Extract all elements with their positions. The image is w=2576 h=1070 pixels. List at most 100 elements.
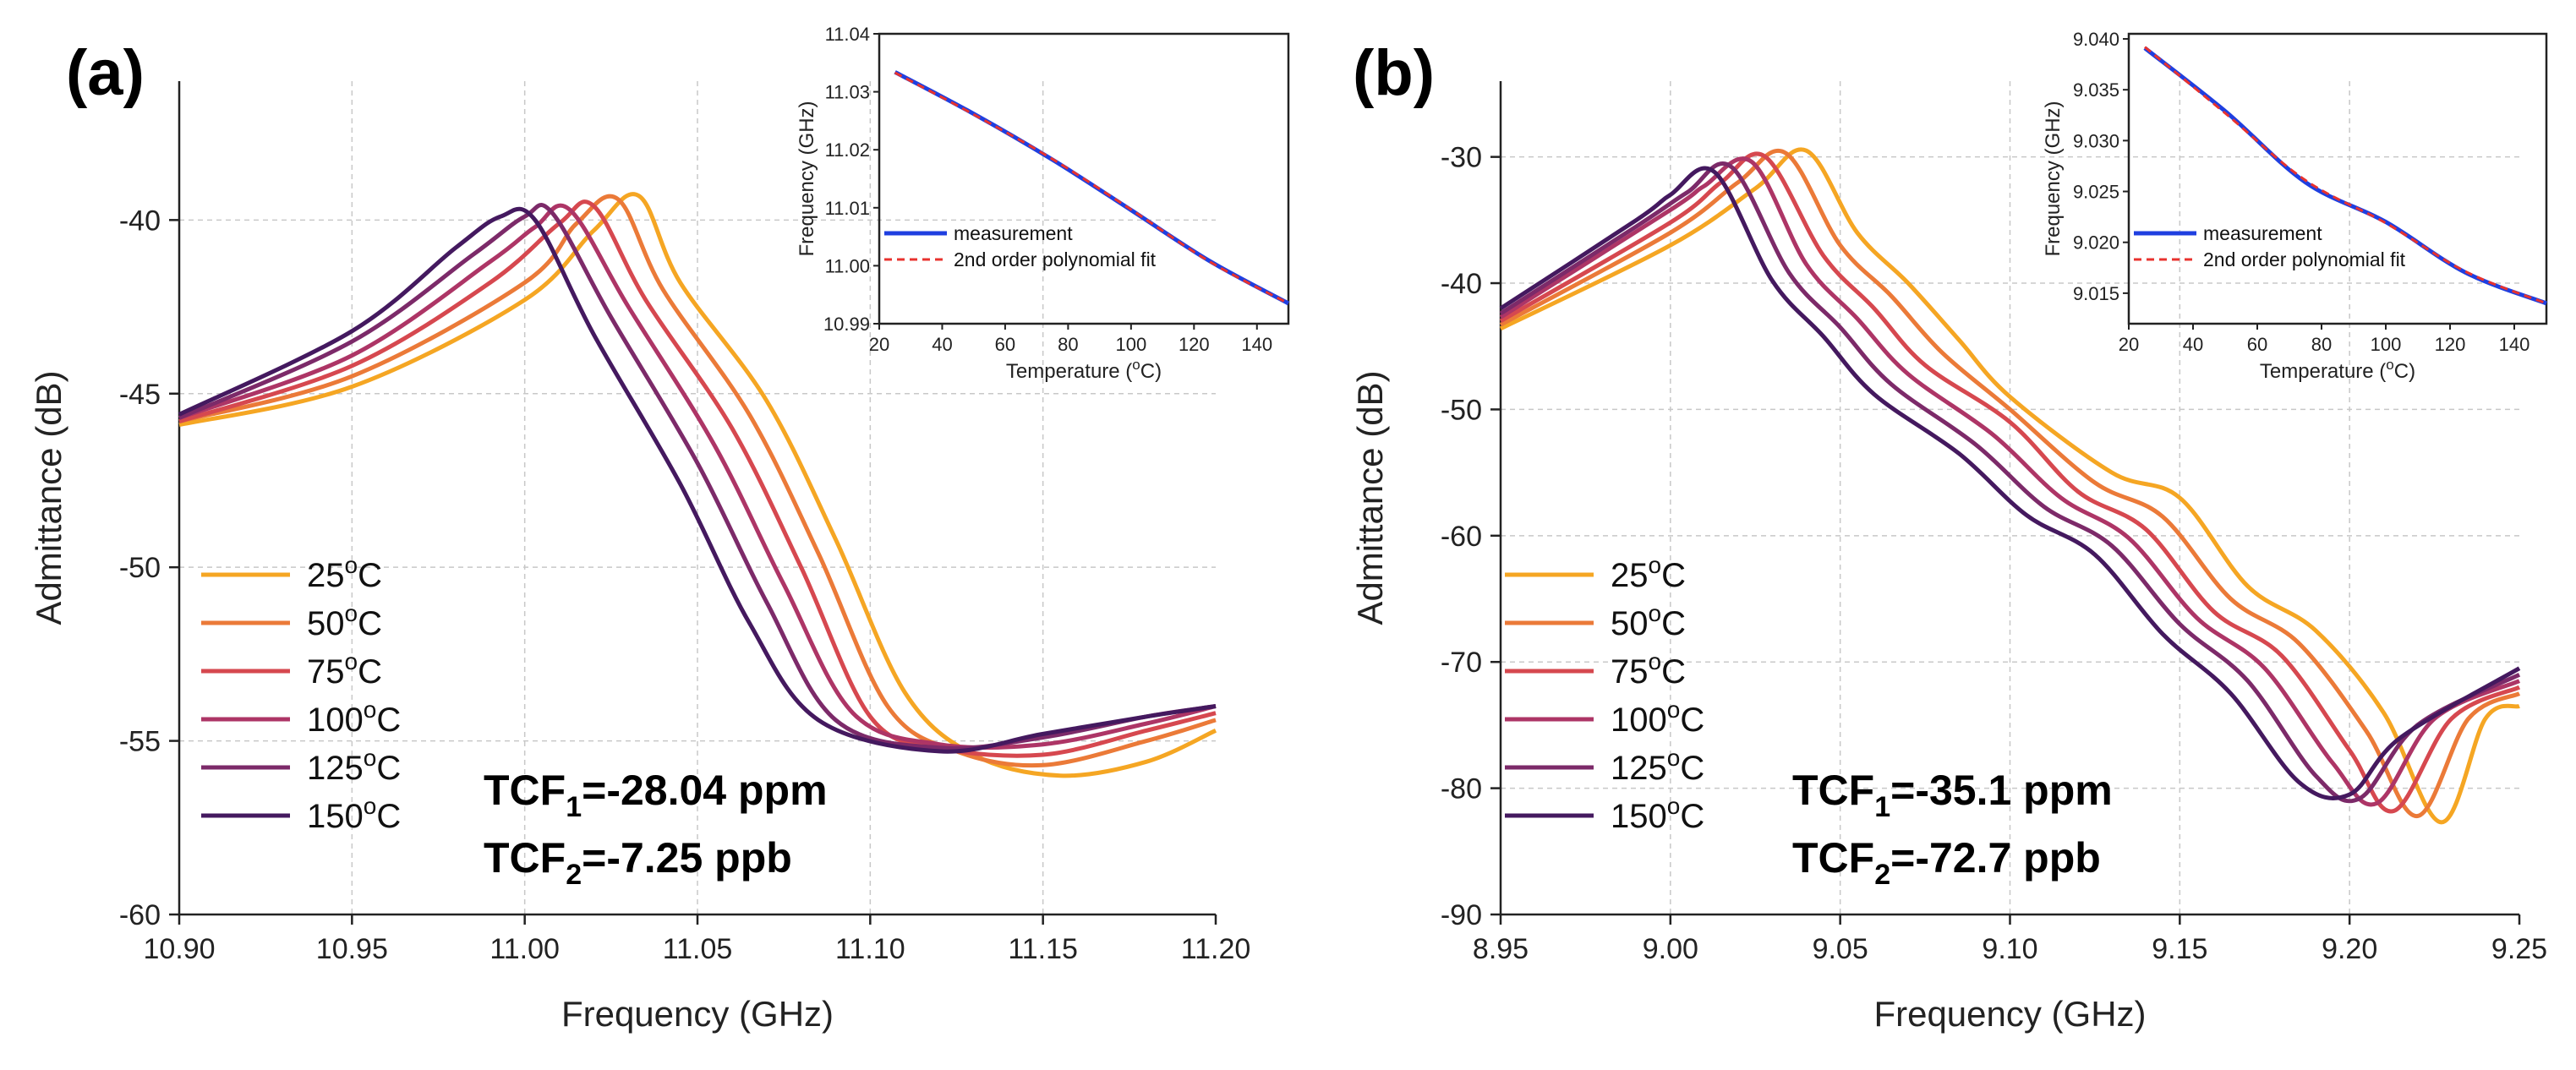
x-tick-label: 9.00 <box>1643 933 1698 965</box>
legend-degree: o <box>364 745 377 771</box>
x-tick-label: 9.20 <box>2322 933 2377 965</box>
y-tick-label: -50 <box>1441 394 1482 426</box>
chart-panel-a: 10.90 10.95 11.00 11.05 11.10 11.15 11.20 -60 -5… <box>29 24 1290 1034</box>
legend-temp: 100 <box>1611 702 1667 739</box>
y-tick-label: -60 <box>119 899 161 931</box>
legend-degree: o <box>364 696 377 723</box>
legend-label: 125oC <box>307 745 401 787</box>
inset-legend-label: measurement <box>2203 222 2322 244</box>
inset-x-tick-label: 100 <box>2371 334 2402 355</box>
tcf2-annotation: TCF2=-72.7 ppb <box>1792 834 2101 891</box>
inset-y-axis-label: Frequency (GHz) <box>796 101 818 256</box>
inset-chart: 20 40 60 80 100 120 140 9.015 9.020 9.025 9.030 9.0… <box>2042 29 2548 383</box>
legend-temp: 150 <box>1611 798 1667 835</box>
y-tick-label: -70 <box>1441 647 1482 679</box>
inset-xlabel-post: C) <box>1140 360 1162 383</box>
inset-y-tick-label: 11.01 <box>825 198 870 219</box>
legend-label: 75oC <box>1611 648 1686 691</box>
legend-label: 100oC <box>1611 696 1704 739</box>
x-tick-label: 10.95 <box>316 933 388 965</box>
x-tick-label: 8.95 <box>1473 933 1529 965</box>
y-axis-label: Admittance (dB) <box>1350 370 1390 625</box>
inset-y-tick-label: 11.04 <box>825 24 870 45</box>
x-tick-label: 11.05 <box>663 933 733 965</box>
inset-x-tick-label: 120 <box>2435 334 2466 355</box>
tcf1-annotation: TCF1=-35.1 ppm <box>1792 767 2113 823</box>
legend-degree: o <box>1649 552 1662 578</box>
legend-unit: C <box>1680 798 1704 835</box>
legend-temp: 125 <box>307 750 364 787</box>
inset-series-measurement <box>2143 46 2547 306</box>
x-axis-label: Frequency (GHz) <box>1873 994 2146 1034</box>
tcf-prefix: TCF <box>1792 834 1874 882</box>
tcf2-annotation: TCF2=-7.25 ppb <box>484 834 792 891</box>
tcf-prefix: TCF <box>484 834 566 882</box>
legend-unit: C <box>376 750 401 787</box>
x-tick-label: 9.05 <box>1813 933 1868 965</box>
inset-x-tick-label: 40 <box>2183 334 2203 355</box>
tcf-subscript: 2 <box>566 859 582 891</box>
inset-x-tick-label: 80 <box>1058 334 1078 355</box>
x-tick-label: 9.15 <box>2152 933 2207 965</box>
legend-unit: C <box>358 605 382 642</box>
x-tick-label: 11.00 <box>489 933 560 965</box>
inset-y-tick-label: 9.020 <box>2073 232 2119 254</box>
legend-temp: 50 <box>307 605 345 642</box>
inset-y-tick-label: 10.99 <box>823 314 870 335</box>
inset-legend-label: 2nd order polynomial fit <box>954 248 1157 270</box>
inset-chart: 20 40 60 80 100 120 140 10.99 11.00 11.01 11.02 11.… <box>796 24 1290 383</box>
y-tick-label: -30 <box>1441 142 1482 174</box>
inset-y-tick-label: 11.03 <box>825 82 870 103</box>
inset-y-tick-label: 11.00 <box>825 255 870 276</box>
legend-label: 75oC <box>307 648 382 691</box>
inset-frame <box>2127 32 2548 325</box>
legend-label: 50oC <box>1611 600 1686 642</box>
legend-label: 125oC <box>1611 745 1704 787</box>
series-line-100C <box>178 203 1217 751</box>
legend-degree: o <box>364 793 377 819</box>
inset-x-tick-label: 100 <box>1115 334 1146 355</box>
inset-x-tick-label: 20 <box>869 334 889 355</box>
legend-temp: 100 <box>307 702 364 739</box>
inset-y-tick-label: 9.015 <box>2073 283 2119 304</box>
inset-x-axis-label: Temperature (oC) <box>2260 357 2415 383</box>
legend-label: 25oC <box>307 552 382 594</box>
series-line-75C <box>178 199 1217 758</box>
x-tick-label: 9.25 <box>2491 933 2547 965</box>
inset-xlabel-pre: Temperature ( <box>1006 360 1132 383</box>
tcf-value: =-72.7 ppb <box>1890 834 2101 882</box>
legend-temp: 50 <box>1611 605 1649 642</box>
inset-y-tick-label: 9.040 <box>2073 29 2119 50</box>
legend-degree: o <box>1667 745 1681 771</box>
inset-xlabel-degree: o <box>1132 357 1140 373</box>
legend-label: 25oC <box>1611 552 1686 594</box>
series-line-50C <box>178 194 1217 768</box>
inset-x-tick-label: 120 <box>1179 334 1210 355</box>
legend-label: 50oC <box>307 600 382 642</box>
legend-temp: 75 <box>1611 653 1649 691</box>
tcf-prefix: TCF <box>484 767 566 814</box>
inset-x-tick-label: 140 <box>1241 334 1272 355</box>
inset-xlabel-post: C) <box>2394 360 2415 383</box>
inset-legend-label: 2nd order polynomial fit <box>2203 248 2406 270</box>
legend-degree: o <box>345 648 358 674</box>
tcf-value: =-35.1 ppm <box>1890 767 2113 814</box>
legend-temp: 125 <box>1611 750 1667 787</box>
x-tick-label: 11.15 <box>1008 933 1078 965</box>
legend-degree: o <box>345 552 358 578</box>
legend-temp: 25 <box>1611 557 1649 594</box>
legend-temp: 25 <box>307 557 345 594</box>
x-tick-label: 11.10 <box>835 933 905 965</box>
series-line-150C <box>178 206 1217 754</box>
inset-x-axis-label: Temperature (oC) <box>1006 357 1162 383</box>
legend-degree: o <box>1667 793 1681 819</box>
inset-y-tick-label: 11.02 <box>825 139 870 161</box>
inset-xlabel-pre: Temperature ( <box>2260 360 2386 383</box>
inset-x-tick-label: 140 <box>2499 334 2530 355</box>
chart-panel-b: 8.95 9.00 9.05 9.10 9.15 9.20 9.25 -90 -80 -70 -60… <box>1350 29 2548 1034</box>
x-tick-label: 9.10 <box>1982 933 2037 965</box>
legend-unit: C <box>358 557 382 594</box>
inset-y-axis-label: Frequency (GHz) <box>2042 101 2065 256</box>
